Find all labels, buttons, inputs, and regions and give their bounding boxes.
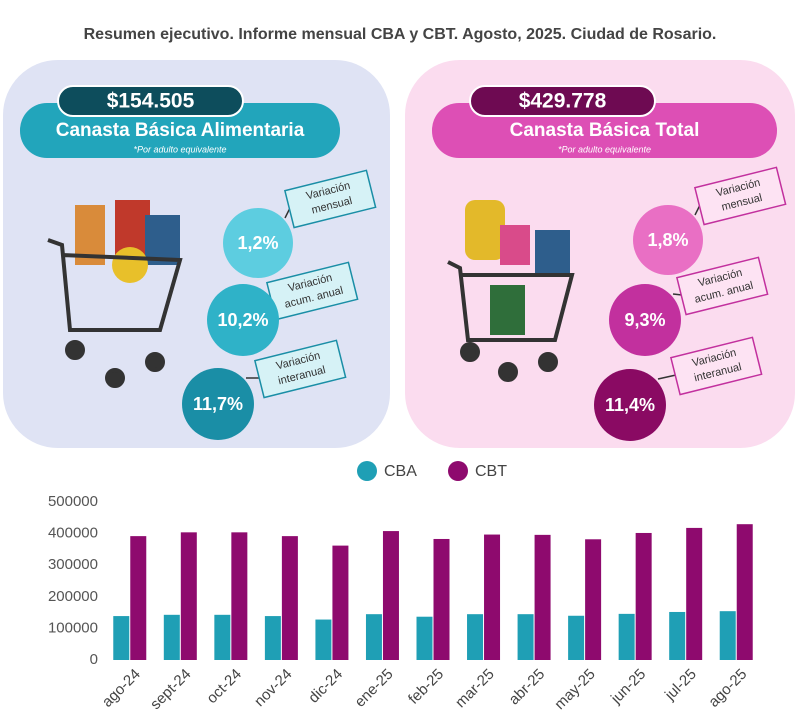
bar xyxy=(433,538,450,660)
variation-tag xyxy=(675,256,769,316)
bar xyxy=(669,611,686,660)
price-pill xyxy=(57,85,244,117)
tag-string xyxy=(657,374,677,380)
variation-value: 1,2% xyxy=(237,233,278,253)
cba-cart xyxy=(47,200,183,388)
bar xyxy=(332,545,349,660)
y-tick-label: 500000 xyxy=(48,493,98,510)
bar xyxy=(416,616,433,660)
variation-circle xyxy=(633,205,703,275)
bar xyxy=(315,619,332,660)
bar xyxy=(534,534,551,660)
y-tick-label: 400000 xyxy=(48,525,98,542)
y-tick-label: 0 xyxy=(90,651,98,668)
variation-value: 10,2% xyxy=(217,310,268,330)
legend-marker xyxy=(357,461,377,481)
cbt-cart xyxy=(447,200,575,382)
variation-circle xyxy=(207,284,279,356)
bar xyxy=(365,614,382,660)
bar xyxy=(517,614,534,660)
variation-value: 11,4% xyxy=(605,395,655,415)
variation-value: 1,8% xyxy=(647,230,688,250)
variation-tag xyxy=(283,169,377,229)
bar xyxy=(484,534,501,660)
bar xyxy=(231,532,248,660)
bar xyxy=(281,536,298,660)
variation-tag xyxy=(669,336,763,396)
bar xyxy=(382,531,399,660)
bar xyxy=(180,532,197,660)
variation-circle xyxy=(182,368,254,440)
legend-label: CBA xyxy=(384,463,417,480)
bar xyxy=(736,524,753,660)
bar xyxy=(467,614,484,660)
price-pill xyxy=(469,85,656,117)
variation-tag xyxy=(253,339,347,399)
basket-note: *Por adulto equivalente xyxy=(558,144,651,154)
variation-circle xyxy=(594,369,666,441)
bar xyxy=(214,614,231,660)
bar xyxy=(635,532,652,660)
y-tick-label: 200000 xyxy=(48,588,98,605)
variation-value: 11,7% xyxy=(193,394,243,414)
basket-name: Canasta Básica Alimentaria xyxy=(56,120,305,141)
bar xyxy=(130,536,147,660)
bar xyxy=(585,539,602,660)
price: $429.778 xyxy=(519,90,607,113)
price: $154.505 xyxy=(107,90,195,113)
bar xyxy=(719,611,736,660)
bar xyxy=(163,614,180,660)
basket-name: Canasta Básica Total xyxy=(510,120,700,141)
bar xyxy=(264,616,281,660)
basket-note: *Por adulto equivalente xyxy=(133,144,226,154)
variation-circle xyxy=(609,284,681,356)
y-tick-label: 300000 xyxy=(48,556,98,573)
y-tick-label: 100000 xyxy=(48,619,98,636)
bar xyxy=(113,616,130,660)
bar xyxy=(618,613,635,660)
bar xyxy=(568,615,585,660)
variation-circle xyxy=(223,208,293,278)
legend-label: CBT xyxy=(475,463,507,480)
page-title: Resumen ejecutivo. Informe mensual CBA y… xyxy=(84,26,717,43)
variation-value: 9,3% xyxy=(624,310,665,330)
bar xyxy=(686,527,703,660)
variation-tag xyxy=(693,166,787,226)
legend-marker xyxy=(448,461,468,481)
